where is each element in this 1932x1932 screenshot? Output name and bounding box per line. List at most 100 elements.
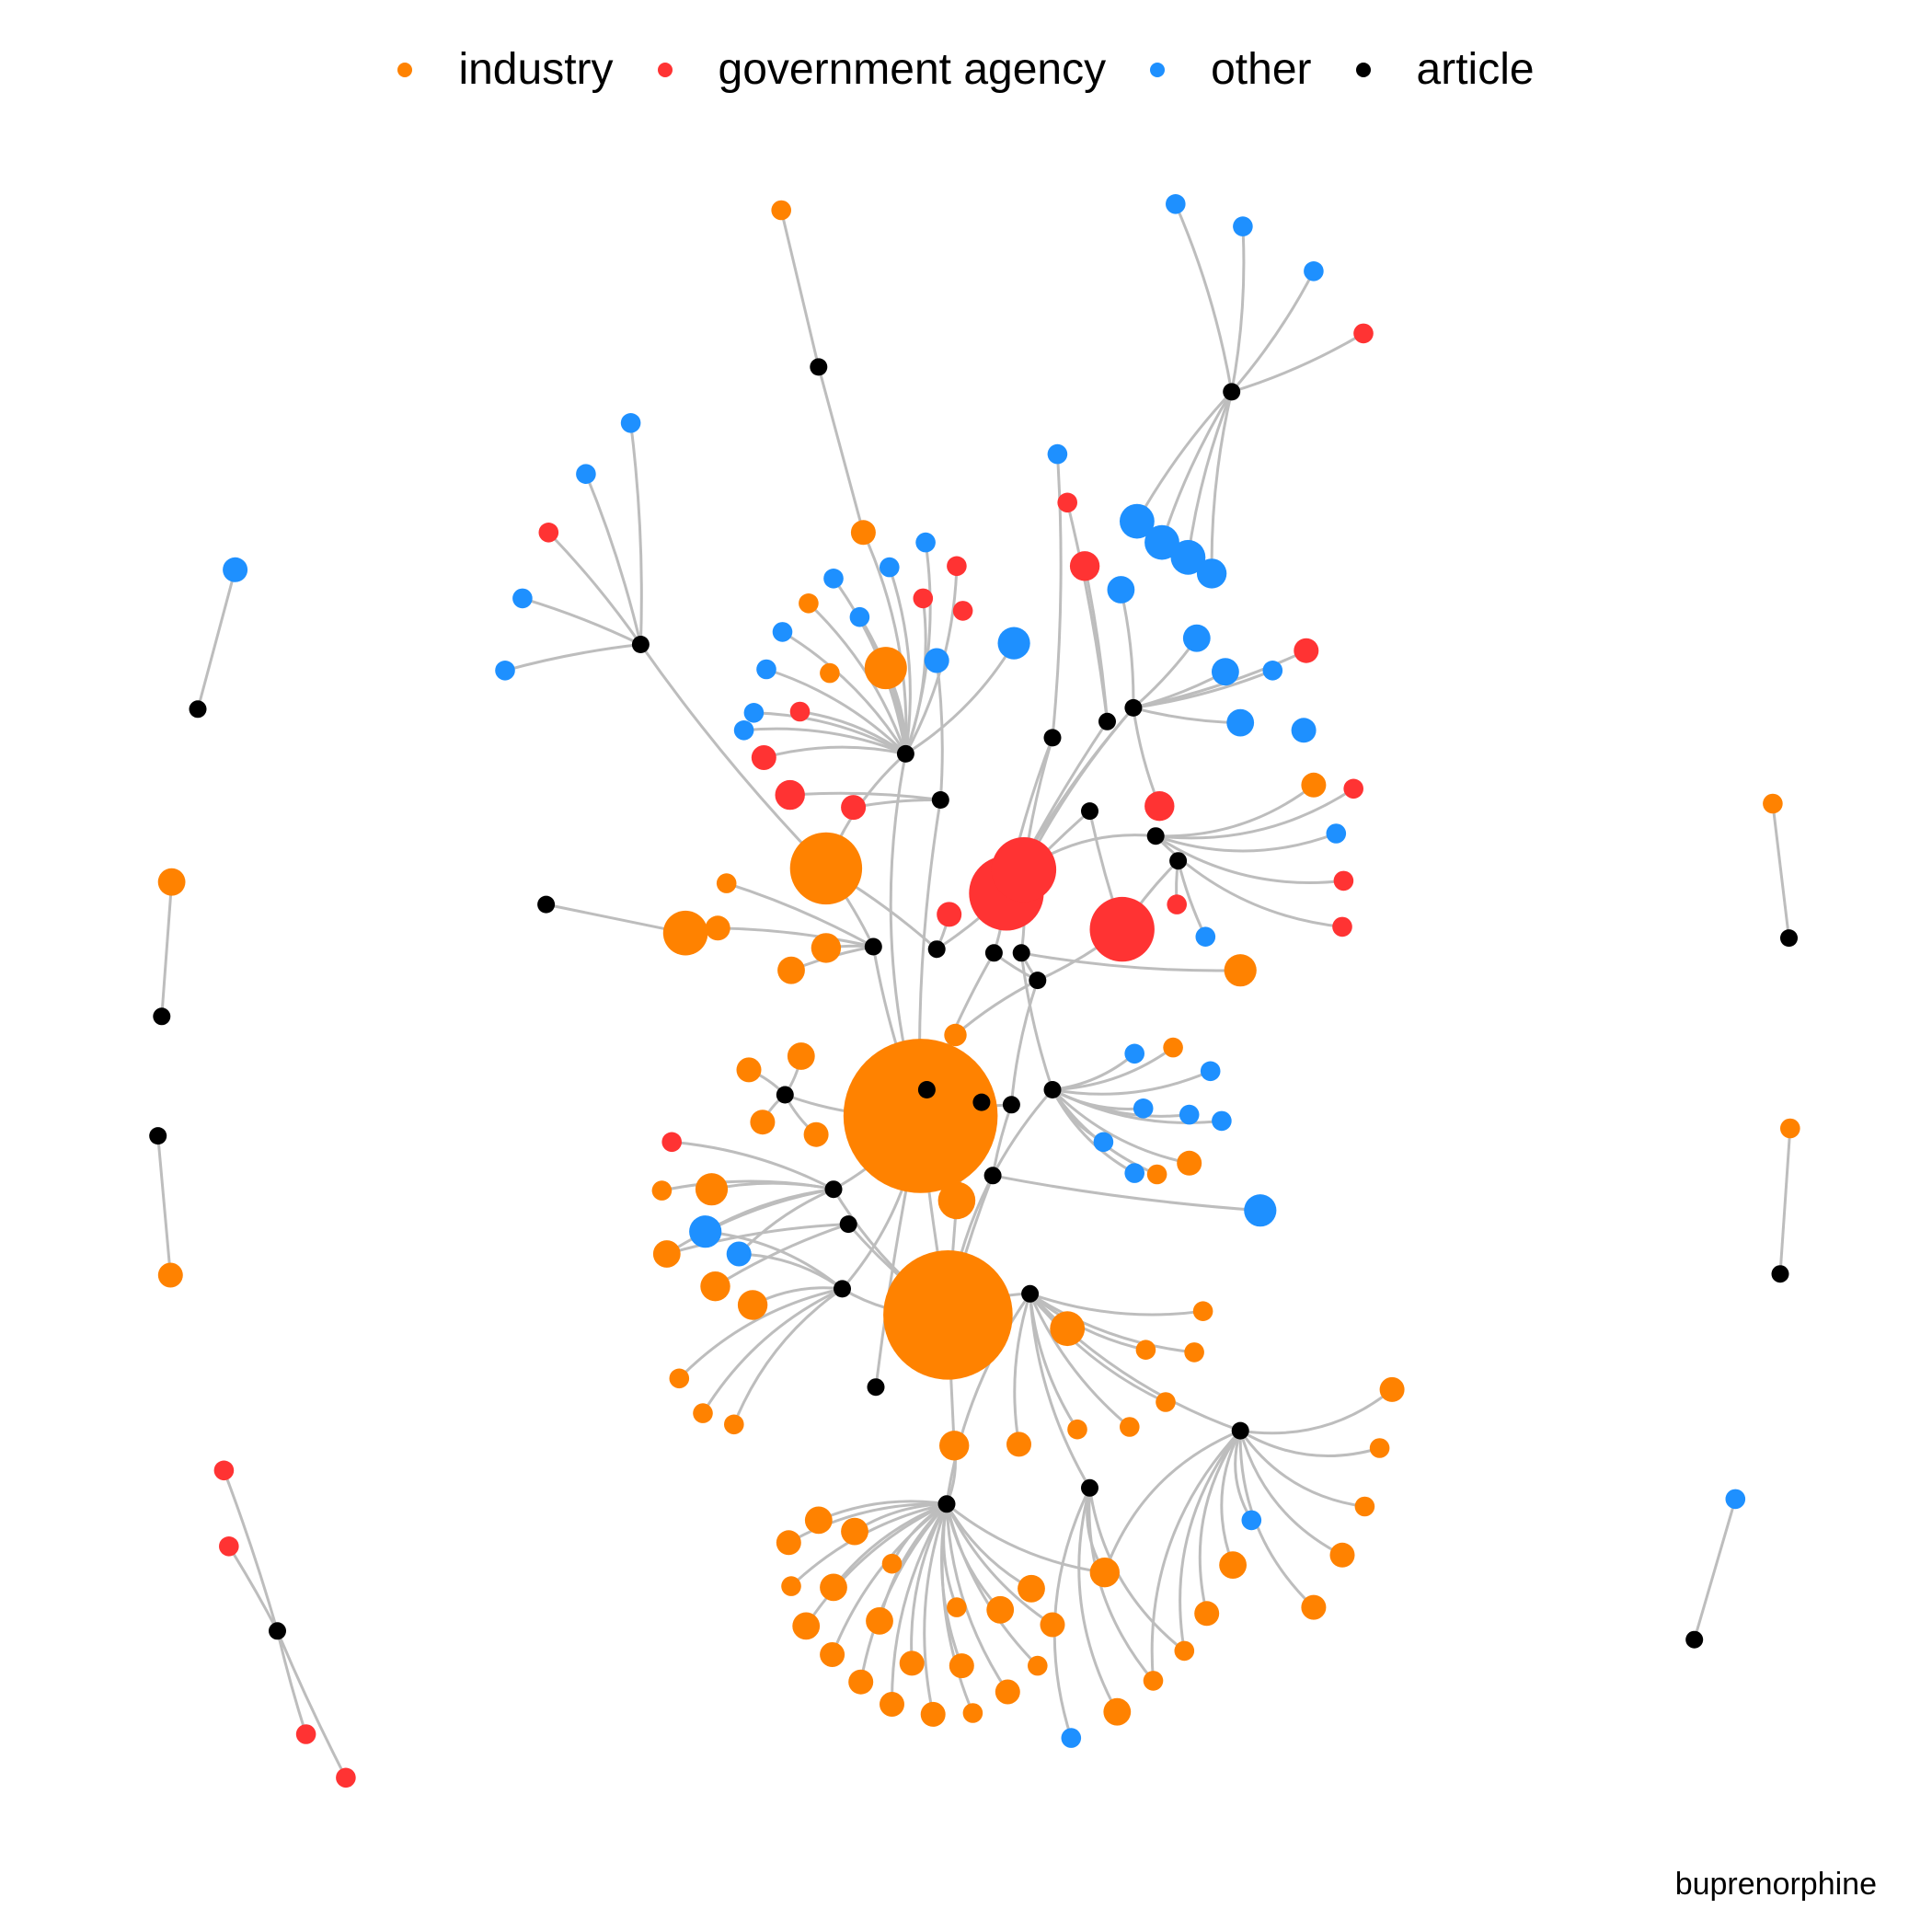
node-industry-i56	[1018, 1574, 1045, 1603]
node-other-o42	[1061, 1728, 1082, 1748]
node-industry-i49	[1103, 1697, 1132, 1726]
node-industry-i16	[750, 1110, 776, 1135]
edge-a31-i65	[945, 1503, 1039, 1667]
node-article-a4	[896, 744, 914, 763]
node-other-o8	[915, 532, 936, 553]
node-other-o5	[576, 464, 596, 484]
node-other-o15	[743, 703, 765, 723]
edge-a2-o2	[1230, 226, 1246, 393]
edge-a13-i6	[726, 881, 875, 949]
node-article-a3	[631, 636, 650, 653]
node-industry-i53	[881, 1553, 903, 1574]
node-article-a10	[1146, 827, 1165, 845]
node-industry-i44	[1301, 1594, 1327, 1620]
edge-a31-i61	[945, 1503, 1053, 1627]
node-article-a35	[269, 1622, 286, 1640]
edge-a10-o29	[1155, 832, 1337, 853]
node-other-o16	[733, 720, 754, 741]
edge-a7-g10	[1065, 501, 1109, 722]
edge-a35-g23	[276, 1630, 348, 1778]
node-other-o32	[1200, 1061, 1221, 1082]
node-industry-i40	[1369, 1438, 1390, 1458]
node-article-a13	[864, 937, 882, 956]
edge-a27-i29	[1029, 1293, 1146, 1351]
node-industry-i3	[799, 593, 819, 614]
edge-a16-i12	[1020, 951, 1241, 972]
edge-a23-o38	[992, 1174, 1260, 1213]
node-industry-i39	[1379, 1376, 1405, 1402]
edge-a17-a21	[1009, 980, 1040, 1105]
node-industry-i19	[1146, 1164, 1167, 1185]
legend-item-article: article	[1355, 44, 1535, 95]
edge-a2-o20	[1186, 391, 1234, 558]
node-industry-i41	[1354, 1496, 1375, 1517]
node-industry-i11	[944, 1023, 967, 1047]
node-government-agency-g17	[1167, 894, 1187, 914]
node-industry-i4	[820, 662, 840, 684]
edge-a8-o27	[1133, 706, 1241, 725]
edge-a3-o5	[584, 473, 642, 645]
node-article-a16	[1012, 944, 1030, 962]
edge-a30-i49	[1077, 1487, 1119, 1713]
node-other-o43	[223, 557, 248, 582]
edge-a29-i43	[1220, 1430, 1242, 1566]
node-industry-i71	[157, 868, 186, 896]
node-government-agency-g4	[913, 588, 934, 609]
node-government-agency-g23	[336, 1767, 356, 1788]
node-other-o25	[1212, 658, 1239, 686]
edge-a32-o43	[196, 569, 237, 710]
node-government-agency-g1	[1353, 323, 1374, 344]
node-article-a25	[839, 1215, 857, 1234]
node-industry-i46	[1174, 1640, 1195, 1662]
node-other-o4	[620, 413, 641, 433]
node-industry-i34	[1006, 1432, 1031, 1457]
node-government-agency-g20	[213, 1460, 235, 1481]
edge-a36-i73	[1771, 803, 1790, 938]
edge-a37-i74	[1778, 1128, 1792, 1274]
node-article-a9	[1081, 802, 1098, 821]
node-government-agency-g2	[538, 523, 559, 543]
edge-a8-o22	[1119, 589, 1135, 708]
node-other-o40	[726, 1241, 752, 1267]
edge-a2-g1	[1231, 332, 1364, 394]
node-industry-i58	[986, 1595, 1015, 1624]
node-government-agency-g8	[775, 779, 805, 811]
edge-a13-i8	[718, 926, 874, 949]
node-other-o26	[1262, 661, 1283, 681]
node-industry-i68	[880, 1692, 904, 1717]
node-other-o17	[1047, 443, 1068, 465]
network-nodes	[149, 194, 1800, 1788]
node-other-o21	[1196, 558, 1227, 589]
node-industry-i25	[700, 1271, 730, 1302]
node-article-a8	[1124, 698, 1143, 717]
edge-a26-i36	[678, 1287, 843, 1380]
node-other-o1	[1166, 194, 1186, 214]
node-article-a22	[1043, 1081, 1062, 1098]
edge-a2-o21	[1210, 391, 1234, 574]
edge-a29-o41	[1234, 1430, 1253, 1522]
node-government-agency-g18	[937, 902, 962, 927]
node-article-a36	[1780, 929, 1798, 948]
node-other-o29	[1326, 823, 1347, 844]
node-government-agency-bigR2	[991, 837, 1057, 903]
edge-a33-i71	[160, 881, 174, 1017]
node-industry-i13	[1301, 772, 1327, 798]
node-industry-i35	[938, 1431, 970, 1461]
node-government-agency-g3	[947, 556, 967, 577]
node-industry-i10	[811, 933, 842, 963]
node-industry-i67	[995, 1679, 1020, 1705]
node-other-o37	[1124, 1163, 1144, 1183]
node-industry-i64	[949, 1653, 974, 1679]
edge-a2-o3	[1230, 270, 1316, 393]
edge-a22-o32	[1052, 1069, 1212, 1096]
edge-a22-o35	[1052, 1088, 1223, 1124]
edge-a3-o4	[629, 422, 643, 645]
node-article-a28	[867, 1378, 885, 1397]
node-industry-i33	[1067, 1419, 1087, 1440]
legend-label-article: article	[1416, 45, 1535, 94]
edge-a26-o39	[705, 1230, 844, 1291]
node-article-a31	[937, 1495, 956, 1513]
node-other-o7	[495, 661, 515, 681]
edge-a27-i32	[1029, 1293, 1131, 1429]
edge-a4-g4	[903, 598, 927, 754]
